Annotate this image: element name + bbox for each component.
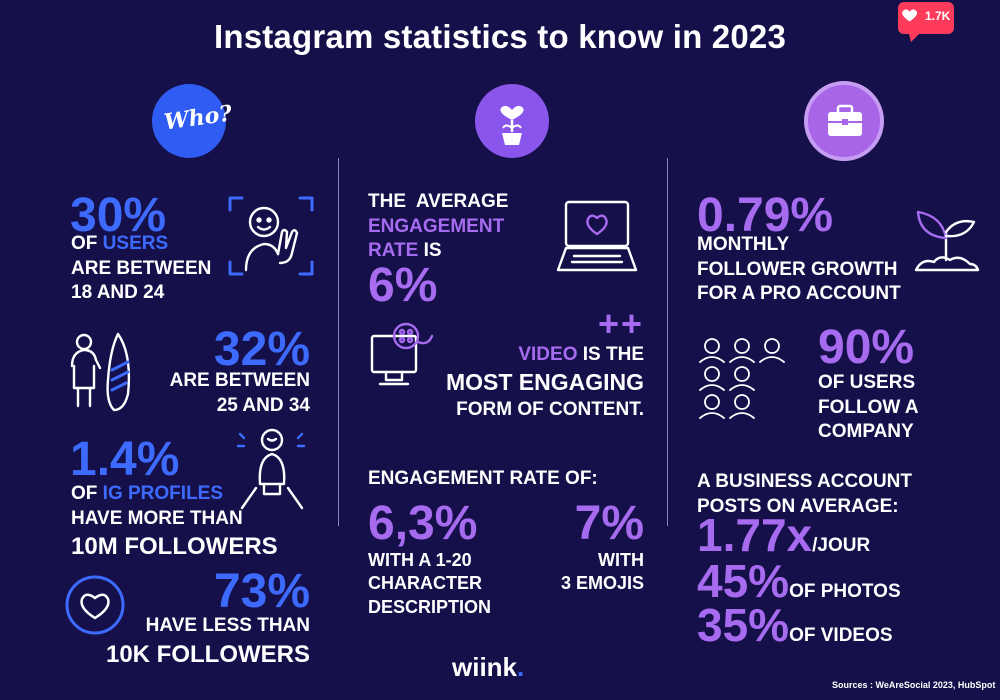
laptop-heart-icon bbox=[556, 200, 638, 272]
growth-value: 0.79% bbox=[697, 189, 834, 242]
engagement-6-3-line2: CHARACTER bbox=[368, 573, 482, 594]
stat-32-text: ARE BETWEEN 25 AND 34 bbox=[120, 369, 310, 418]
engagement-7-line2: 3 EMOJIS bbox=[560, 573, 644, 594]
photos-share-value: 45% bbox=[697, 555, 790, 607]
stat-1-4-line2: HAVE MORE THAN bbox=[71, 507, 243, 529]
growth-line1: MONTHLY bbox=[697, 234, 790, 255]
business-line1: A BUSINESS ACCOUNT bbox=[697, 471, 912, 492]
celebrity-icon bbox=[236, 428, 306, 510]
avg-engagement-line1: THE AVERAGE bbox=[368, 191, 509, 212]
videos-share: 35%OF VIDEOS bbox=[697, 602, 893, 649]
stat-30-line3: 18 AND 24 bbox=[71, 282, 165, 304]
stat-1-4-value: 1.4% bbox=[70, 433, 180, 486]
stat-73-line2: 10K FOLLOWERS bbox=[105, 640, 310, 668]
stat-30-line1: OF bbox=[71, 233, 103, 254]
posts-per-day-label: /JOUR bbox=[812, 535, 871, 556]
growth-line3: FOR A PRO ACCOUNT bbox=[697, 283, 901, 305]
avg-engagement-line3: RATE bbox=[368, 240, 419, 262]
wiink-logo: wiink. bbox=[452, 652, 524, 683]
engagement-6-3-value: 6,3% bbox=[368, 497, 478, 550]
engagement-6-3-line1: WITH A 1-20 bbox=[368, 550, 472, 570]
heart-icon bbox=[898, 2, 954, 42]
stat-1-4-highlight: IG PROFILES bbox=[102, 483, 224, 504]
video-line2: MOST ENGAGING bbox=[445, 368, 644, 395]
column-divider-left bbox=[338, 158, 339, 526]
stat-32-value: 32% bbox=[213, 323, 310, 376]
heart-circle-icon bbox=[65, 575, 125, 635]
follow-line1: OF USERS bbox=[818, 372, 916, 393]
engagement-7-value: 7% bbox=[574, 497, 644, 550]
selfie-person-icon bbox=[228, 196, 314, 276]
engagement-rate-heading: ENGAGEMENT RATE OF: bbox=[368, 468, 598, 489]
briefcase-icon bbox=[804, 81, 884, 161]
stat-32-line1: ARE BETWEEN bbox=[169, 370, 310, 391]
business-text: A BUSINESS ACCOUNT POSTS ON AVERAGE: bbox=[697, 470, 912, 519]
logo-text: wiink bbox=[452, 652, 518, 682]
sprout-icon bbox=[914, 210, 980, 272]
posts-per-day-value: 1.77x bbox=[697, 509, 813, 561]
sources-note: Sources : WeAreSocial 2023, HubSpot bbox=[832, 680, 996, 690]
photos-share-label: OF PHOTOS bbox=[789, 581, 901, 602]
flower-pot-icon bbox=[475, 84, 549, 158]
video-text: VIDEO IS THE MOST ENGAGING FORM OF CONTE… bbox=[440, 343, 644, 422]
video-line1: IS THE bbox=[577, 344, 644, 365]
video-highlight: VIDEO bbox=[518, 344, 578, 365]
engagement-7-text: WITH 3 EMOJIS bbox=[520, 549, 644, 596]
plus-plus-text: ++ bbox=[597, 303, 644, 344]
follow-line3: COMPANY bbox=[818, 421, 914, 443]
video-line3: FORM OF CONTENT. bbox=[456, 398, 644, 420]
engagement-7-line1: WITH bbox=[598, 550, 644, 570]
who-icon: Who? bbox=[152, 84, 234, 158]
stat-73-text: HAVE LESS THAN 10K FOLLOWERS bbox=[100, 614, 310, 670]
logo-dot: . bbox=[517, 652, 525, 682]
surfer-icon bbox=[70, 332, 131, 412]
avg-engagement-line3-post: IS bbox=[418, 240, 442, 262]
video-monitor-icon bbox=[370, 322, 434, 386]
column-divider-right bbox=[667, 158, 668, 526]
stat-73-value: 73% bbox=[213, 565, 310, 618]
like-count: 1.7K bbox=[925, 9, 951, 23]
like-badge: 1.7K bbox=[895, 0, 955, 42]
videos-share-value: 35% bbox=[697, 599, 790, 651]
follow-line2: FOLLOW A bbox=[818, 396, 919, 418]
stat-1-4-text: OF IG PROFILES HAVE MORE THAN 10M FOLLOW… bbox=[71, 482, 278, 563]
stat-73-line1: HAVE LESS THAN bbox=[145, 615, 310, 636]
avg-engagement-line2: ENGAGEMENT bbox=[368, 215, 505, 237]
stat-30-value: 30% bbox=[70, 189, 167, 242]
stat-1-4-line3: 10M FOLLOWERS bbox=[71, 533, 278, 561]
stat-1-4-line1: OF bbox=[71, 483, 103, 504]
avg-engagement-value: 6% bbox=[368, 259, 438, 312]
growth-text: MONTHLY FOLLOWER GROWTH FOR A PRO ACCOUN… bbox=[697, 233, 901, 307]
photos-share: 45%OF PHOTOS bbox=[697, 558, 901, 605]
page-title: Instagram statistics to know in 2023 bbox=[213, 18, 787, 55]
posts-per-day: 1.77x/JOUR bbox=[697, 512, 870, 559]
stat-30-highlight: USERS bbox=[102, 233, 169, 254]
stat-30-line2: ARE BETWEEN bbox=[71, 257, 212, 279]
follow-text: OF USERS FOLLOW A COMPANY bbox=[818, 371, 919, 445]
stat-30-text: OF USERS ARE BETWEEN 18 AND 24 bbox=[71, 232, 211, 306]
follow-value: 90% bbox=[818, 321, 915, 374]
business-line2: POSTS ON AVERAGE: bbox=[697, 495, 899, 517]
crowd-icon bbox=[699, 338, 785, 419]
videos-share-label: OF VIDEOS bbox=[789, 625, 893, 646]
avg-engagement-text: THE AVERAGE ENGAGEMENT RATE IS bbox=[368, 190, 508, 264]
engagement-6-3-text: WITH A 1-20 CHARACTER DESCRIPTION bbox=[368, 549, 491, 619]
stat-32-line2: 25 AND 34 bbox=[216, 394, 310, 416]
engagement-6-3-line3: DESCRIPTION bbox=[368, 596, 492, 617]
growth-line2: FOLLOWER GROWTH bbox=[697, 258, 898, 280]
